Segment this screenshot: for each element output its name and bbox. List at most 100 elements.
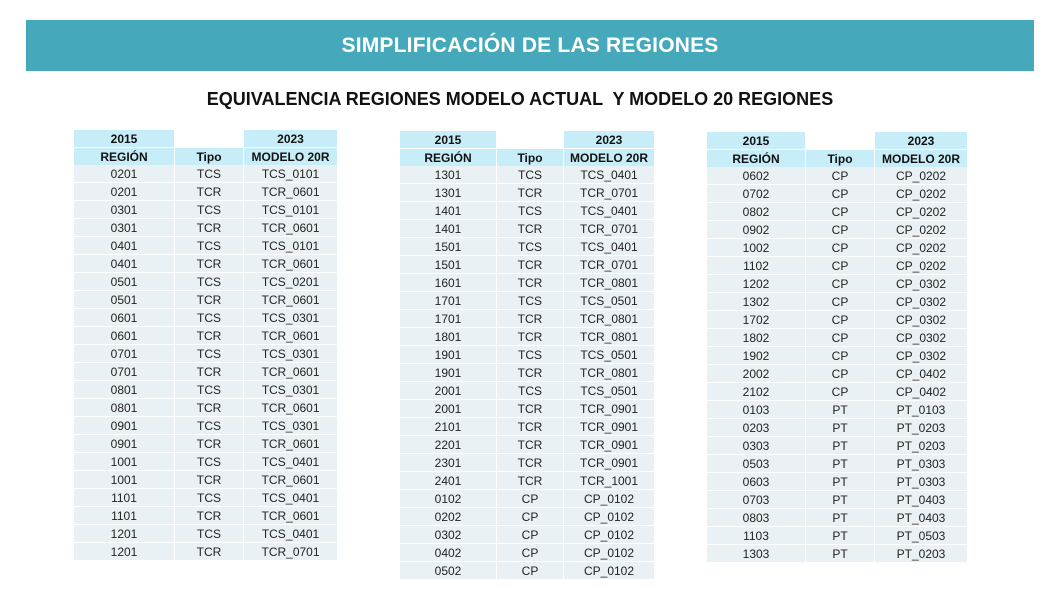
- modelo-cell: TCR_0801: [564, 364, 655, 382]
- tipo-cell: CP: [806, 347, 875, 365]
- modelo-cell: TCR_0601: [244, 327, 338, 345]
- table-row: 0701 TCS TCS_0301: [74, 345, 338, 363]
- region-header: REGIÓN: [74, 148, 175, 165]
- region-cell: 1301: [400, 166, 497, 184]
- region-cell: 0501: [74, 273, 175, 291]
- tipo-cell: CP: [806, 383, 875, 401]
- table-row: 1601 TCR TCR_0801: [400, 274, 655, 292]
- table-row: 2102 CP CP_0402: [707, 383, 968, 401]
- table-row: 0102 CP CP_0102: [400, 490, 655, 508]
- table-row: 1301 TCS TCS_0401: [400, 166, 655, 184]
- tipo-cell: CP: [806, 203, 875, 221]
- tipo-cell: CP: [806, 311, 875, 329]
- table-row: 2301 TCR TCR_0901: [400, 454, 655, 472]
- region-cell: 1102: [707, 257, 806, 275]
- tipo-cell: TCR: [175, 435, 244, 453]
- table-row: 0603 PT PT_0303: [707, 473, 968, 491]
- region-cell: 2101: [400, 418, 497, 436]
- tipo-cell: CP: [497, 526, 564, 544]
- tipo-cell: TCS: [497, 238, 564, 256]
- modelo-cell: PT_0503: [875, 527, 968, 545]
- modelo-cell: TCS_0401: [564, 202, 655, 220]
- tipo-cell: TCS: [175, 345, 244, 363]
- year-2023-header: 2023: [875, 132, 968, 150]
- modelo-cell: PT_0403: [875, 509, 968, 527]
- region-cell: 1802: [707, 329, 806, 347]
- region-cell: 1303: [707, 545, 806, 563]
- tipo-cell: TCR: [497, 436, 564, 454]
- region-cell: 2401: [400, 472, 497, 490]
- region-cell: 1501: [400, 238, 497, 256]
- tipo-cell: CP: [806, 239, 875, 257]
- modelo-cell: TCS_0501: [564, 382, 655, 400]
- region-cell: 0803: [707, 509, 806, 527]
- tipo-header: Tipo: [175, 148, 244, 165]
- tipo-cell: PT: [806, 545, 875, 563]
- table-row: 0302 CP CP_0102: [400, 526, 655, 544]
- tipo-cell: CP: [806, 185, 875, 203]
- modelo-cell: PT_0103: [875, 401, 968, 419]
- region-cell: 2201: [400, 436, 497, 454]
- title-banner: SIMPLIFICACIÓN DE LAS REGIONES: [26, 20, 1034, 71]
- modelo-cell: CP_0402: [875, 365, 968, 383]
- tipo-cell: TCR: [175, 507, 244, 525]
- tipo-header: Tipo: [497, 149, 564, 166]
- tipo-cell: TCR: [175, 219, 244, 237]
- table-row: 2401 TCR TCR_1001: [400, 472, 655, 490]
- modelo-cell: TCS_0401: [244, 525, 338, 543]
- table-row: 2201 TCR TCR_0901: [400, 436, 655, 454]
- modelo-cell: TCR_0901: [564, 436, 655, 454]
- region-cell: 2001: [400, 400, 497, 418]
- tipo-cell: PT: [806, 527, 875, 545]
- table-row: 0801 TCS TCS_0301: [74, 381, 338, 399]
- region-cell: 0202: [400, 508, 497, 526]
- table-row: 0802 CP CP_0202: [707, 203, 968, 221]
- region-cell: 1101: [74, 507, 175, 525]
- modelo-cell: CP_0202: [875, 239, 968, 257]
- table-row: 0401 TCR TCR_0601: [74, 255, 338, 273]
- modelo-cell: CP_0202: [875, 203, 968, 221]
- page-title: SIMPLIFICACIÓN DE LAS REGIONES: [341, 33, 719, 57]
- modelo-cell: TCR_0801: [564, 274, 655, 292]
- modelo-cell: PT_0203: [875, 419, 968, 437]
- table-row: 0203 PT PT_0203: [707, 419, 968, 437]
- tipo-cell: TCR: [497, 256, 564, 274]
- tipo-cell: TCR: [175, 399, 244, 417]
- table-row: 1801 TCR TCR_0801: [400, 328, 655, 346]
- region-cell: 2002: [707, 365, 806, 383]
- tipo-header: Tipo: [806, 150, 875, 167]
- modelo-cell: TCS_0101: [244, 165, 338, 183]
- modelo-cell: TCR_0701: [564, 220, 655, 238]
- tipo-cell: TCS: [175, 201, 244, 219]
- modelo-cell: TCS_0401: [244, 453, 338, 471]
- modelo-cell: CP_0402: [875, 383, 968, 401]
- table-row: 1101 TCR TCR_0601: [74, 507, 338, 525]
- table-row: 1102 CP CP_0202: [707, 257, 968, 275]
- tipo-cell: TCR: [497, 328, 564, 346]
- page-subtitle: EQUIVALENCIA REGIONES MODELO ACTUAL Y MO…: [206, 89, 834, 109]
- year-2015-header: 2015: [74, 130, 175, 148]
- region-header: REGIÓN: [707, 150, 806, 167]
- tipo-cell: TCR: [175, 471, 244, 489]
- tipo-cell: TCS: [175, 381, 244, 399]
- region-cell: 0103: [707, 401, 806, 419]
- tipo-cell: CP: [806, 293, 875, 311]
- tipo-cell: TCR: [175, 543, 244, 561]
- region-cell: 1103: [707, 527, 806, 545]
- table-row: 1401 TCR TCR_0701: [400, 220, 655, 238]
- table-row: 1103 PT PT_0503: [707, 527, 968, 545]
- table-row: 2001 TCS TCS_0501: [400, 382, 655, 400]
- table-row: 1201 TCS TCS_0401: [74, 525, 338, 543]
- modelo-cell: TCS_0301: [244, 345, 338, 363]
- region-cell: 1001: [74, 453, 175, 471]
- region-cell: 0601: [74, 327, 175, 345]
- tipo-cell: TCS: [497, 202, 564, 220]
- region-cell: 1301: [400, 184, 497, 202]
- region-cell: 0703: [707, 491, 806, 509]
- table-row: 1001 TCR TCR_0601: [74, 471, 338, 489]
- region-cell: 0603: [707, 473, 806, 491]
- modelo-cell: PT_0203: [875, 437, 968, 455]
- table-row: 0501 TCS TCS_0201: [74, 273, 338, 291]
- table-row: 0202 CP CP_0102: [400, 508, 655, 526]
- modelo-cell: CP_0102: [564, 490, 655, 508]
